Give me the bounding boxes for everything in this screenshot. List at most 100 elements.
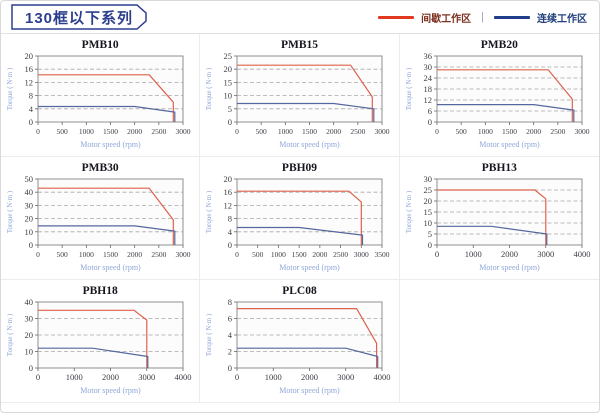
series-line-continuous: [37, 225, 176, 245]
x-axis-label: Motor speed (rpm): [279, 140, 340, 149]
y-tick-label: 0: [28, 363, 32, 373]
y-tick-label: 6: [228, 314, 232, 324]
y-tick-label: 25: [223, 52, 232, 61]
series-title-box: 130框以下系列: [11, 4, 147, 30]
chart-title: PMB20: [480, 39, 518, 51]
y-tick-label: 18: [423, 84, 432, 94]
y-tick-label: 40: [24, 187, 33, 197]
x-tick-label: 1000: [271, 250, 286, 259]
y-tick-label: 20: [24, 330, 33, 340]
empty-cell: [399, 280, 599, 403]
x-tick-label: 2000: [301, 372, 318, 382]
y-tick-label: 50: [24, 175, 33, 184]
chart-plot: 0 4 8 12 16 20 0 500 1000 1500 2000 2500 3000 Motor s…: [6, 52, 191, 149]
x-tick-label: 500: [455, 127, 467, 136]
series-line-intermittent: [37, 309, 148, 368]
x-tick-label: 2000: [526, 127, 541, 136]
y-axis-label: Torque ( N·m ): [6, 67, 14, 110]
series-line-continuous: [236, 226, 364, 245]
x-tick-label: 2000: [501, 249, 518, 259]
x-tick-label: 2000: [127, 250, 142, 259]
x-tick-label: 2500: [350, 127, 365, 136]
x-tick-label: 500: [56, 127, 68, 136]
x-tick-label: 0: [36, 372, 40, 382]
x-tick-label: 1000: [278, 127, 293, 136]
chart-title: PBH13: [481, 162, 517, 174]
plot-area: [236, 55, 383, 123]
legend-item-intermittent: 间歇工作区: [378, 10, 471, 25]
x-tick-label: 1500: [103, 250, 118, 259]
y-tick-label: 6: [428, 106, 432, 116]
y-tick-label: 0: [228, 363, 232, 373]
y-tick-label: 20: [24, 52, 33, 61]
x-tick-label: 1500: [302, 127, 317, 136]
chart-cell-PBH13: PBH13 0 5 10 15 20 25 30 0 1000 2000 3000 4000 Motor …: [399, 157, 599, 280]
y-tick-label: 16: [223, 187, 232, 197]
chart-title: PMB10: [81, 39, 119, 51]
charts-grid: PMB10 0 4 8 12 16 20 0 500 1000 1500 2000 2500 3000 Mo…: [1, 34, 599, 403]
y-tick-label: 0: [428, 240, 432, 250]
y-tick-label: 12: [24, 77, 33, 87]
y-tick-label: 0: [428, 117, 432, 127]
x-tick-label: 1000: [78, 127, 93, 136]
x-tick-label: 500: [252, 250, 264, 259]
x-tick-label: 3000: [175, 127, 190, 136]
x-tick-label: 1500: [292, 250, 307, 259]
x-tick-label: 2000: [312, 250, 327, 259]
x-tick-label: 0: [235, 250, 239, 259]
chart-title: PBH09: [281, 162, 318, 174]
series-line-intermittent: [236, 64, 373, 122]
x-tick-label: 0: [435, 127, 439, 136]
intermittent-line-swatch: [378, 15, 415, 19]
y-axis-label: Torque ( N·m ): [205, 190, 213, 233]
legend-label-intermittent: 间歇工作区: [421, 13, 472, 25]
series-line-continuous: [236, 347, 379, 368]
series-line-intermittent: [436, 189, 547, 245]
x-tick-label: 1000: [465, 249, 482, 259]
chart-cell-PMB20: PMB20 0 6 12 18 24 30 36 0 500 1000 1500 2000 2500 300…: [399, 34, 599, 157]
y-tick-label: 16: [24, 64, 33, 74]
x-axis-label: Motor speed (rpm): [279, 263, 340, 272]
x-tick-label: 3000: [374, 127, 389, 136]
y-tick-label: 10: [223, 91, 232, 101]
y-tick-label: 40: [24, 298, 33, 307]
x-tick-label: 2500: [550, 127, 565, 136]
x-tick-label: 2500: [151, 127, 166, 136]
x-tick-label: 0: [235, 127, 239, 136]
y-tick-label: 30: [423, 175, 432, 184]
chart-title: PMB30: [81, 162, 119, 174]
series-line-intermittent: [236, 190, 362, 245]
y-tick-label: 25: [423, 185, 432, 195]
y-tick-label: 10: [24, 227, 33, 237]
chart-cell-PMB15: PMB15 0 5 10 15 20 25 0 500 1000 1500 2000 2500 3000 M…: [200, 34, 400, 157]
y-axis-label: Torque ( N·m ): [405, 67, 413, 110]
x-tick-label: 1500: [103, 127, 118, 136]
continuous-line-swatch: [494, 15, 530, 19]
x-tick-label: 0: [435, 249, 439, 259]
chart-plot: 0 10 20 30 40 0 1000 2000 3000 4000 Motor speed (r…: [6, 298, 192, 395]
x-axis-label: Motor speed (rpm): [479, 140, 540, 149]
series-line-intermittent: [37, 187, 174, 245]
chart-cell-PBH09: PBH09 0 4 8 12 16 20 0 500 1000 1500 2000 2500 3000 35…: [200, 157, 400, 280]
y-tick-label: 2: [228, 347, 232, 357]
x-tick-label: 3500: [374, 250, 389, 259]
y-tick-label: 20: [223, 175, 232, 184]
x-tick-label: 3000: [175, 250, 190, 259]
y-tick-label: 5: [428, 229, 432, 239]
x-tick-label: 3000: [574, 127, 589, 136]
plot-area: [37, 178, 184, 246]
y-tick-label: 12: [423, 95, 432, 105]
x-axis-label: Motor speed (rpm): [80, 386, 141, 395]
x-tick-label: 1000: [265, 372, 282, 382]
y-tick-label: 30: [423, 62, 432, 72]
chart-plot: 0 5 10 15 20 25 0 500 1000 1500 2000 2500 3000 Motor …: [205, 52, 390, 149]
y-tick-label: 15: [223, 77, 232, 87]
y-tick-label: 5: [228, 104, 232, 114]
x-tick-label: 1500: [502, 127, 517, 136]
y-tick-label: 20: [223, 64, 232, 74]
y-tick-label: 12: [223, 200, 232, 210]
series-line-continuous: [436, 225, 548, 245]
